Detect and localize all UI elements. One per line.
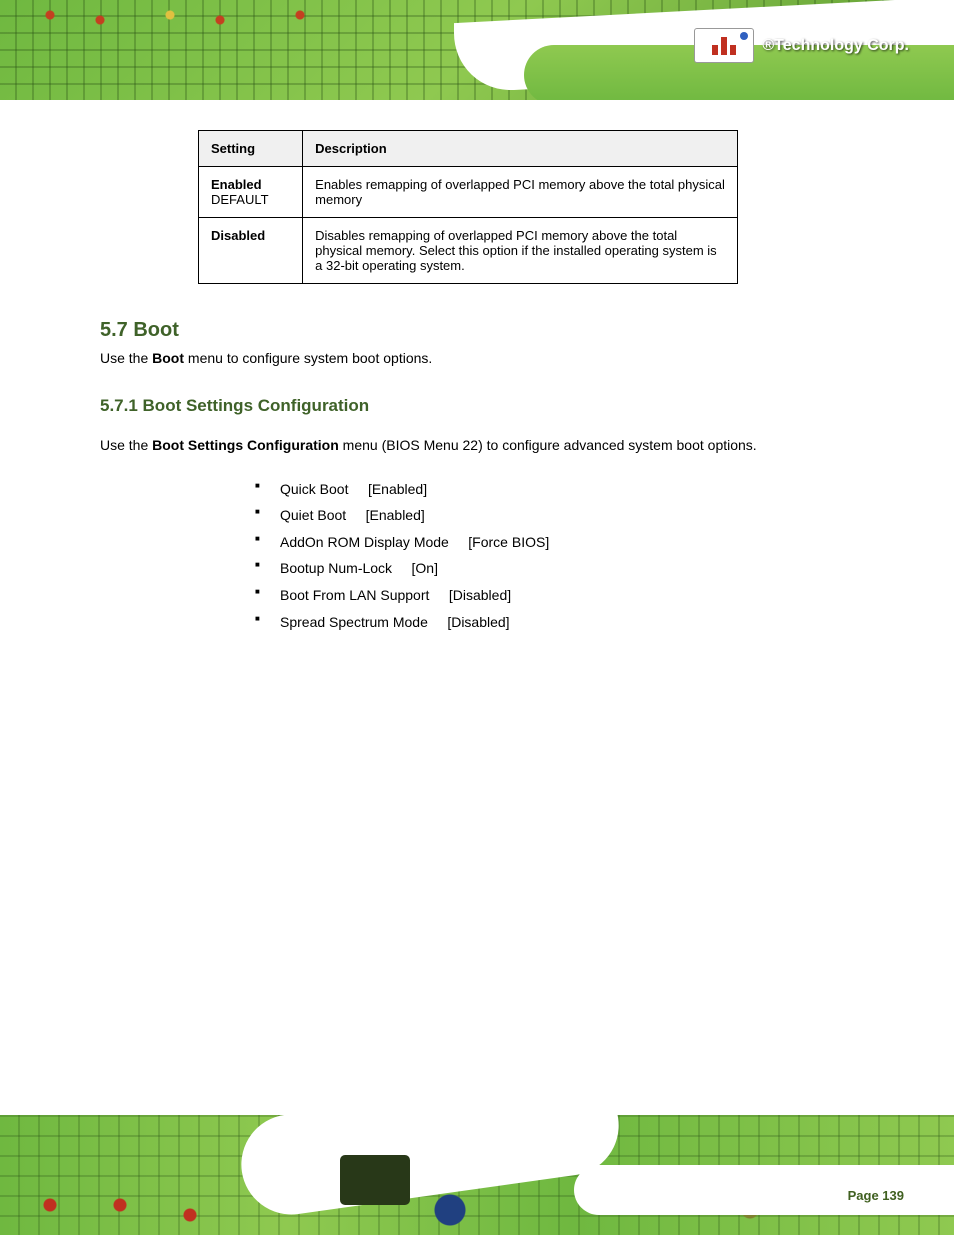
company-logo-icon — [694, 28, 754, 63]
company-name: ®Technology Corp. — [762, 37, 909, 55]
list-item: AddOn ROM Display Mode [Force BIOS] — [255, 529, 854, 556]
section-heading-boot: 5.7 Boot — [100, 319, 854, 342]
bottom-banner: Page 139 — [0, 1115, 954, 1235]
subsection-heading-boot-settings: 5.7.1 Boot Settings Configuration — [100, 396, 854, 416]
list-item: Quiet Boot [Enabled] — [255, 502, 854, 529]
table-header-description: Description — [303, 131, 738, 167]
chip-icon — [340, 1155, 410, 1205]
table-cell-setting: Enabled DEFAULT — [199, 167, 303, 218]
list-item: Boot From LAN Support [Disabled] — [255, 582, 854, 609]
settings-table: Setting Description Enabled DEFAULT Enab… — [198, 130, 738, 284]
bios-settings-list: Quick Boot [Enabled] Quiet Boot [Enabled… — [255, 476, 854, 636]
list-item: Bootup Num-Lock [On] — [255, 555, 854, 582]
table-cell-description: Enables remapping of overlapped PCI memo… — [303, 167, 738, 218]
table-row: Enabled DEFAULT Enables remapping of ove… — [199, 167, 738, 218]
section-intro-text: Use the Boot menu to configure system bo… — [100, 347, 854, 371]
list-item: Spread Spectrum Mode [Disabled] — [255, 609, 854, 636]
content-area: Setting Description Enabled DEFAULT Enab… — [0, 100, 954, 673]
page-number: Page 139 — [848, 1188, 904, 1203]
top-banner: ®Technology Corp. — [0, 0, 954, 100]
logo-area: ®Technology Corp. — [694, 28, 909, 63]
pcb-dots-top — [20, 5, 520, 35]
table-row: Disabled Disables remapping of overlappe… — [199, 218, 738, 284]
table-cell-setting: Disabled — [199, 218, 303, 284]
table-header-setting: Setting — [199, 131, 303, 167]
list-item: Quick Boot [Enabled] — [255, 476, 854, 503]
table-cell-description: Disables remapping of overlapped PCI mem… — [303, 218, 738, 284]
subsection-intro-text: Use the Boot Settings Configuration menu… — [100, 434, 854, 458]
